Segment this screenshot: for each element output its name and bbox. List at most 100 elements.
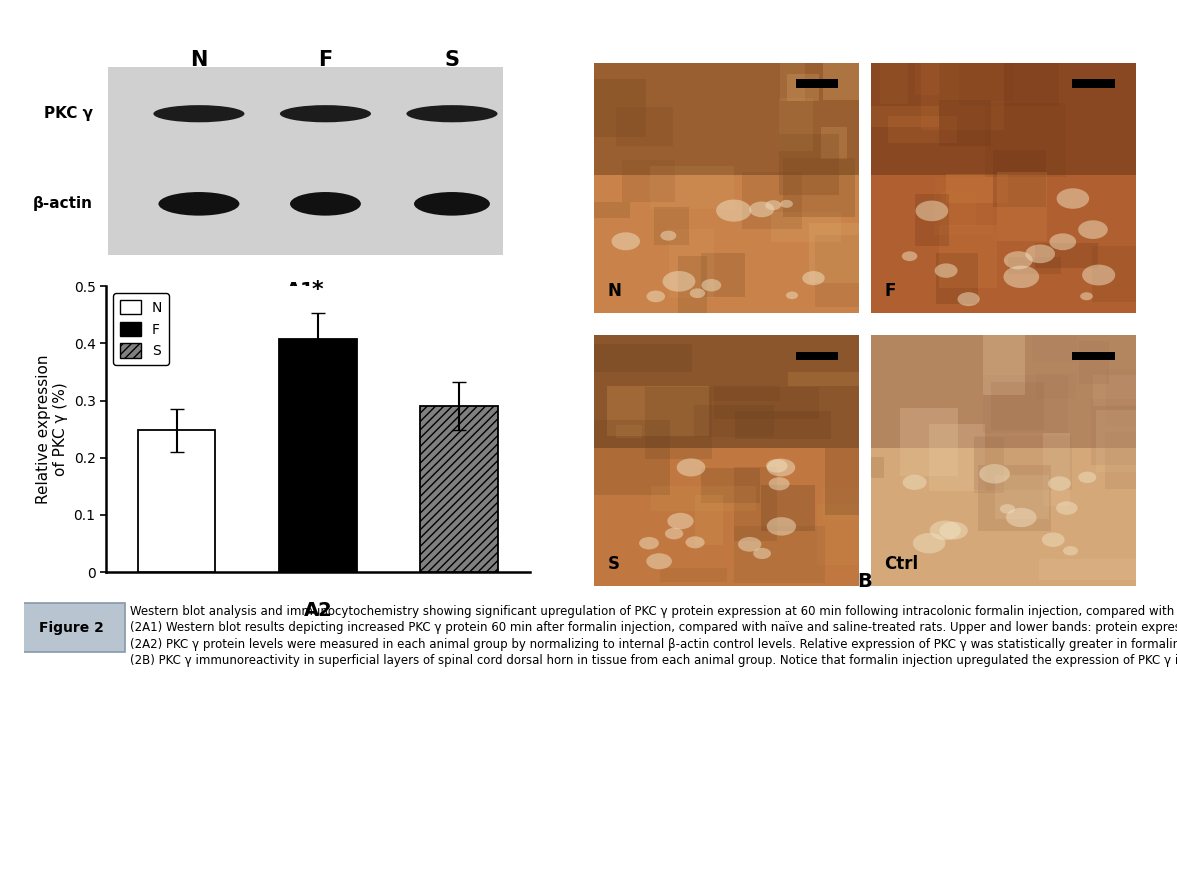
Bar (650, 165, 733, 208)
Ellipse shape (665, 527, 684, 539)
Text: N: N (191, 50, 207, 70)
Bar (978, 466, 1051, 531)
Text: Figure 2: Figure 2 (39, 620, 104, 635)
Text: F: F (884, 283, 896, 300)
Ellipse shape (939, 521, 967, 540)
Bar (573, 420, 670, 495)
Text: PKC γ: PKC γ (44, 106, 93, 122)
Bar (930, 424, 985, 492)
Ellipse shape (766, 460, 787, 473)
Ellipse shape (766, 517, 796, 536)
Ellipse shape (902, 251, 917, 261)
Bar (594, 335, 859, 448)
Ellipse shape (663, 271, 696, 291)
Text: Ctrl: Ctrl (884, 555, 918, 573)
Text: A2: A2 (304, 601, 332, 620)
Bar (997, 172, 1046, 240)
Bar (714, 386, 819, 418)
Ellipse shape (1048, 477, 1071, 491)
Y-axis label: Relative expression
of PKC γ (%): Relative expression of PKC γ (%) (35, 354, 68, 504)
Bar (762, 485, 814, 531)
Bar (817, 504, 915, 565)
Bar (1043, 433, 1070, 506)
Bar (984, 375, 1069, 434)
Bar (847, 106, 939, 128)
Ellipse shape (153, 105, 245, 122)
Text: N: N (607, 283, 621, 300)
Ellipse shape (1078, 220, 1108, 239)
Ellipse shape (280, 105, 371, 122)
Bar (616, 106, 673, 146)
Bar (853, 457, 884, 477)
Ellipse shape (750, 201, 774, 217)
Text: Western blot analysis and immunocytochemistry showing significant upregulation o: Western blot analysis and immunocytochem… (129, 604, 1177, 667)
Ellipse shape (903, 475, 926, 490)
Bar (871, 335, 1136, 448)
Bar (825, 448, 906, 515)
Bar (984, 329, 1025, 395)
Ellipse shape (701, 279, 722, 291)
Bar (1091, 400, 1166, 465)
Bar (991, 382, 1044, 430)
Bar (824, 58, 917, 100)
Ellipse shape (612, 232, 640, 250)
Ellipse shape (913, 533, 945, 553)
Bar (700, 253, 745, 297)
Bar (1072, 79, 1115, 88)
Bar (588, 80, 646, 137)
Ellipse shape (639, 537, 659, 550)
Ellipse shape (999, 504, 1015, 514)
Bar (822, 489, 920, 520)
Bar (108, 66, 503, 256)
Bar (915, 194, 949, 246)
Ellipse shape (646, 291, 665, 302)
Ellipse shape (930, 520, 960, 540)
Ellipse shape (660, 231, 677, 240)
Ellipse shape (1063, 546, 1078, 555)
Ellipse shape (685, 536, 705, 548)
Bar (1036, 373, 1077, 399)
Bar (939, 100, 991, 147)
Ellipse shape (767, 459, 796, 477)
Ellipse shape (414, 192, 490, 215)
Legend: N, F, S: N, F, S (113, 293, 169, 366)
Bar (1072, 351, 1115, 360)
Text: B: B (858, 571, 872, 591)
Ellipse shape (738, 537, 762, 552)
Bar (594, 63, 859, 175)
Bar (887, 116, 957, 143)
Bar (1032, 319, 1077, 362)
Bar (279, 339, 357, 572)
Bar (616, 425, 641, 438)
Ellipse shape (1056, 502, 1078, 515)
Bar (651, 486, 757, 511)
Bar (712, 384, 780, 401)
Bar (922, 61, 1004, 131)
Bar (420, 406, 498, 572)
Text: β-actin: β-actin (33, 197, 93, 211)
Bar (993, 150, 1046, 207)
Ellipse shape (765, 200, 782, 210)
FancyBboxPatch shape (18, 603, 125, 652)
Bar (780, 34, 805, 101)
Bar (787, 74, 819, 101)
Bar (570, 202, 630, 218)
Bar (590, 344, 692, 372)
Ellipse shape (1025, 244, 1055, 263)
Bar (1105, 432, 1177, 489)
Bar (933, 177, 993, 235)
Ellipse shape (753, 548, 771, 559)
Bar (771, 213, 842, 242)
Bar (1035, 243, 1098, 268)
Ellipse shape (1057, 189, 1089, 209)
Bar (940, 46, 1013, 101)
Ellipse shape (646, 553, 672, 569)
Ellipse shape (159, 192, 239, 215)
Bar (779, 134, 839, 195)
Ellipse shape (1006, 508, 1037, 527)
Ellipse shape (958, 292, 979, 306)
Ellipse shape (690, 289, 705, 298)
Bar (936, 254, 978, 303)
Ellipse shape (1042, 533, 1065, 547)
Ellipse shape (406, 105, 498, 122)
